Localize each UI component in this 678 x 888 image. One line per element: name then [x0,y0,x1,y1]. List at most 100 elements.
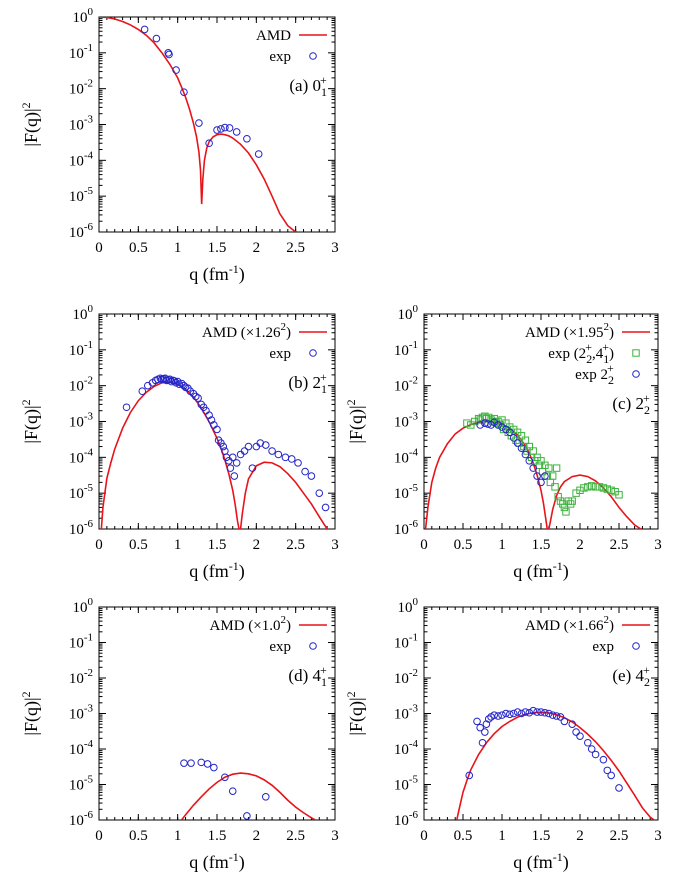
x-tick-label: 0 [95,828,103,844]
y-tick-label: 10-1 [394,339,418,359]
data-point [537,457,545,465]
data-point [562,508,570,516]
y-axis-label: |F(q)|2 [19,691,42,735]
data-point [546,478,555,487]
x-tick-label: 2 [576,537,584,553]
y-tick-label: 10-6 [69,809,94,829]
data-point [494,712,502,720]
data-point [490,418,499,427]
data-point [572,728,580,736]
x-tick-label: 1 [498,537,506,553]
x-tick-label: 0.5 [129,537,148,553]
x-tick-label: 1.5 [208,537,227,553]
data-point [177,379,186,388]
panel-e: 0 0.5 1 1.5 2 2.5 3 10-6 10-5 10-4 10-3 10-2 10-1 100… [344,596,662,873]
legend-label: AMD (×1.662​) [525,614,614,634]
y-tick-label: 10-5 [69,185,94,205]
y-tick-label: 10-3 [394,703,419,723]
x-tick-label: 2 [576,828,584,844]
data-point [533,708,541,716]
y-tick-label: 10-2 [69,375,93,395]
data-point [268,447,276,455]
plot-frame [98,606,336,821]
data-point [521,708,530,716]
data-point [463,419,471,427]
x-axis-label: q (fm-1) [513,559,569,582]
panel-d: 0 0.5 1 1.5 2 2.5 3 10-6 10-5 10-4 10-3 10-2 10-1 100… [19,596,339,873]
y-tick-label: 10-2 [69,78,93,98]
data-point [521,450,530,459]
data-point [529,464,538,472]
y-tick-label: 10-6 [394,809,419,829]
data-point [568,720,577,728]
y-axis-label: |F(q)|2 [344,399,367,443]
data-point [498,711,506,719]
plot-frame [98,16,336,233]
data-point [490,711,499,719]
data-point [554,492,562,501]
data-point [254,150,263,158]
data-point [236,450,245,459]
data-point [287,455,296,463]
data-point [243,134,251,143]
x-tick-label: 2.5 [286,537,305,553]
data-point [525,708,534,717]
legend-label: AMD (×1.262​) [202,321,291,341]
data-point [580,484,588,492]
legend-label: exp [269,639,291,655]
x-axis-label: q (fm-1) [189,850,245,873]
data-point [521,436,530,444]
plot-frame [98,313,336,530]
data-point [122,403,131,412]
y-tick-label: 100 [398,303,419,323]
data-area [180,758,316,820]
x-tick-label: 1 [174,240,182,256]
y-tick-label: 10-5 [394,482,419,502]
panel-c: 0 0.5 1 1.5 2 2.5 3 10-6 10-5 10-4 10-3 10-2 10-1 100… [344,303,662,582]
y-tick-label: 10-2 [394,375,418,395]
data-point [191,392,200,401]
data-point [568,497,576,505]
data-area [424,412,642,529]
data-point [232,128,241,136]
data-point [517,709,526,718]
y-tick-label: 10-5 [69,774,94,794]
data-point [221,773,229,782]
x-tick-label: 2.5 [610,828,629,844]
data-point [281,453,290,462]
data-point [509,434,518,442]
legend-label: exp 22+​ [575,361,614,387]
x-tick-label: 0.5 [454,537,473,553]
x-tick-label: 2 [253,240,261,256]
data-point [243,812,251,820]
y-axis-label: |F(q)|2 [344,691,367,735]
data-point [549,472,557,480]
y-tick-label: 10-2 [394,667,418,687]
data-point [551,483,559,491]
data-point [203,760,212,768]
y-tick-label: 10-4 [69,149,94,169]
y-axis-label: |F(q)|2 [19,102,42,146]
series-line [424,420,642,529]
y-tick-label: 10-6 [69,518,94,538]
legend-label: AMD [256,28,291,44]
x-tick-label: 3 [331,537,339,553]
y-tick-label: 10-3 [69,411,94,431]
y-tick-label: 10-6 [69,221,94,241]
plot-frame [423,606,659,821]
legend-swatch [309,349,317,357]
legend-swatch [632,349,640,357]
y-tick-label: 10-1 [394,632,418,652]
x-tick-label: 0 [420,537,428,553]
data-point [584,738,592,747]
data-point [517,432,526,440]
x-tick-label: 1 [174,828,182,844]
data-point [537,708,545,716]
data-point [180,88,188,96]
data-point [207,416,216,424]
panel-label: (e) 42+​ [612,663,650,689]
data-point [152,34,161,43]
data-point [525,442,533,451]
panel-label: (c) 22+​ [612,391,650,417]
